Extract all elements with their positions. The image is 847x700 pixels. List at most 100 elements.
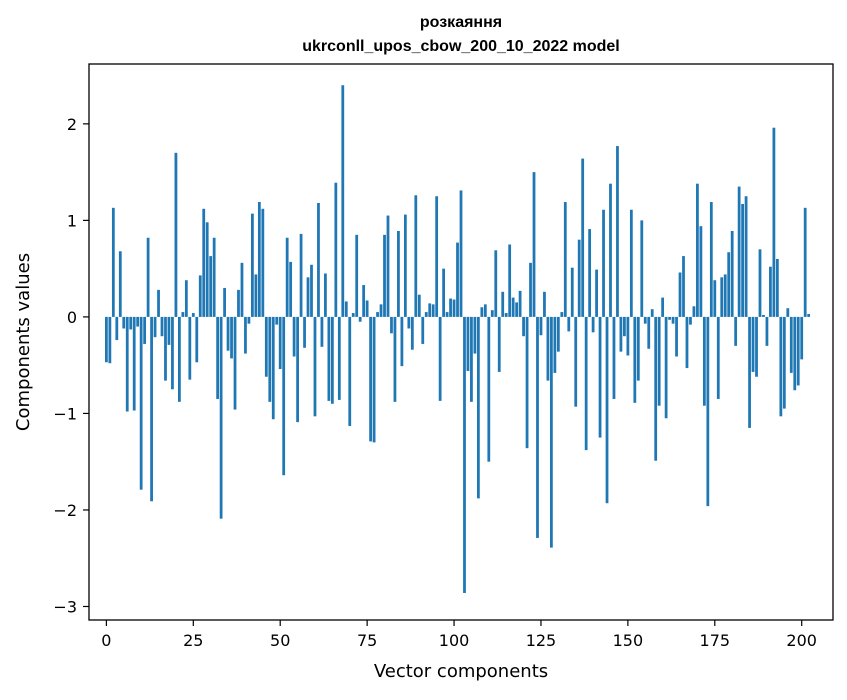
bar xyxy=(202,208,206,317)
bar xyxy=(588,229,592,317)
bar xyxy=(209,256,213,317)
bar xyxy=(741,203,744,317)
bar xyxy=(692,306,696,317)
bar xyxy=(115,316,119,341)
bar xyxy=(306,277,310,317)
x-tick-label: 25 xyxy=(183,631,203,650)
bar xyxy=(609,183,612,317)
x-tick-label: 125 xyxy=(526,631,557,650)
bar xyxy=(410,316,414,350)
bar xyxy=(536,316,539,538)
chart-title: розкаяння xyxy=(420,14,502,31)
bar xyxy=(171,316,174,390)
bar xyxy=(230,316,233,359)
bar xyxy=(636,316,640,381)
bar xyxy=(640,220,644,317)
bar xyxy=(762,314,765,317)
y-tick-label: 2 xyxy=(67,115,77,134)
x-tick-label: 150 xyxy=(613,631,644,650)
bar xyxy=(184,280,188,317)
bar xyxy=(108,316,112,364)
bar xyxy=(150,316,153,502)
bar xyxy=(129,316,133,330)
bar xyxy=(324,273,327,317)
bar xyxy=(205,222,209,317)
bar xyxy=(685,316,689,369)
bar xyxy=(574,316,578,407)
bar xyxy=(421,316,425,344)
bar xyxy=(755,316,758,377)
bar xyxy=(216,316,220,399)
bar xyxy=(702,316,706,406)
bar xyxy=(167,316,171,345)
bar xyxy=(330,316,334,404)
bar xyxy=(807,314,811,317)
bar xyxy=(553,316,557,373)
bar xyxy=(786,308,790,317)
bar xyxy=(758,249,762,317)
plot-frame xyxy=(88,63,834,621)
y-tick-label: −3 xyxy=(53,597,77,616)
bar xyxy=(619,316,623,352)
bar xyxy=(515,302,519,317)
bar xyxy=(362,285,366,317)
chart-subtitle: ukrconll_upos_cbow_200_10_2022 model xyxy=(302,38,619,55)
bar xyxy=(442,268,446,317)
bar xyxy=(390,316,393,334)
bar xyxy=(522,316,525,337)
bar xyxy=(428,303,432,317)
bar xyxy=(237,289,240,317)
bar xyxy=(730,230,734,317)
bar xyxy=(178,316,181,402)
bar xyxy=(365,300,369,317)
bar xyxy=(275,316,279,325)
bar xyxy=(626,316,630,356)
bar xyxy=(494,250,498,317)
bar xyxy=(143,316,147,344)
bar xyxy=(452,299,456,317)
bar xyxy=(793,316,797,391)
bar xyxy=(125,316,129,412)
bar xyxy=(188,316,192,380)
bar xyxy=(654,316,658,461)
bar xyxy=(403,214,407,317)
x-tick-label: 200 xyxy=(786,631,817,650)
bar xyxy=(174,152,178,317)
bar xyxy=(223,287,226,317)
bar xyxy=(748,316,751,428)
bar xyxy=(661,297,665,317)
bar xyxy=(219,316,223,519)
bar xyxy=(254,274,258,317)
bar xyxy=(563,202,567,317)
bar xyxy=(247,316,251,324)
bar xyxy=(470,316,473,402)
x-tick-label: 100 xyxy=(439,631,470,650)
bar xyxy=(313,316,317,417)
bar xyxy=(539,316,543,336)
bar xyxy=(550,316,553,548)
bar xyxy=(122,316,126,329)
bar xyxy=(560,312,564,317)
bar xyxy=(240,262,244,317)
y-tick-label: −1 xyxy=(53,404,77,423)
bar xyxy=(581,158,585,317)
x-tick-label: 75 xyxy=(357,631,377,650)
bar xyxy=(584,316,588,451)
bar xyxy=(612,316,616,399)
bar xyxy=(678,272,682,317)
bar xyxy=(476,316,480,499)
bar xyxy=(671,316,675,324)
y-axis-label: Components values xyxy=(13,253,34,431)
bar xyxy=(111,207,115,317)
bar xyxy=(501,291,505,317)
bar xyxy=(271,316,275,420)
x-tick-label: 175 xyxy=(700,631,731,650)
bar xyxy=(543,291,546,317)
bar xyxy=(647,316,651,349)
bar xyxy=(139,316,143,490)
bar xyxy=(136,316,140,327)
bar xyxy=(682,256,685,317)
bar xyxy=(303,316,306,348)
bar xyxy=(226,316,230,351)
bar xyxy=(782,316,786,409)
